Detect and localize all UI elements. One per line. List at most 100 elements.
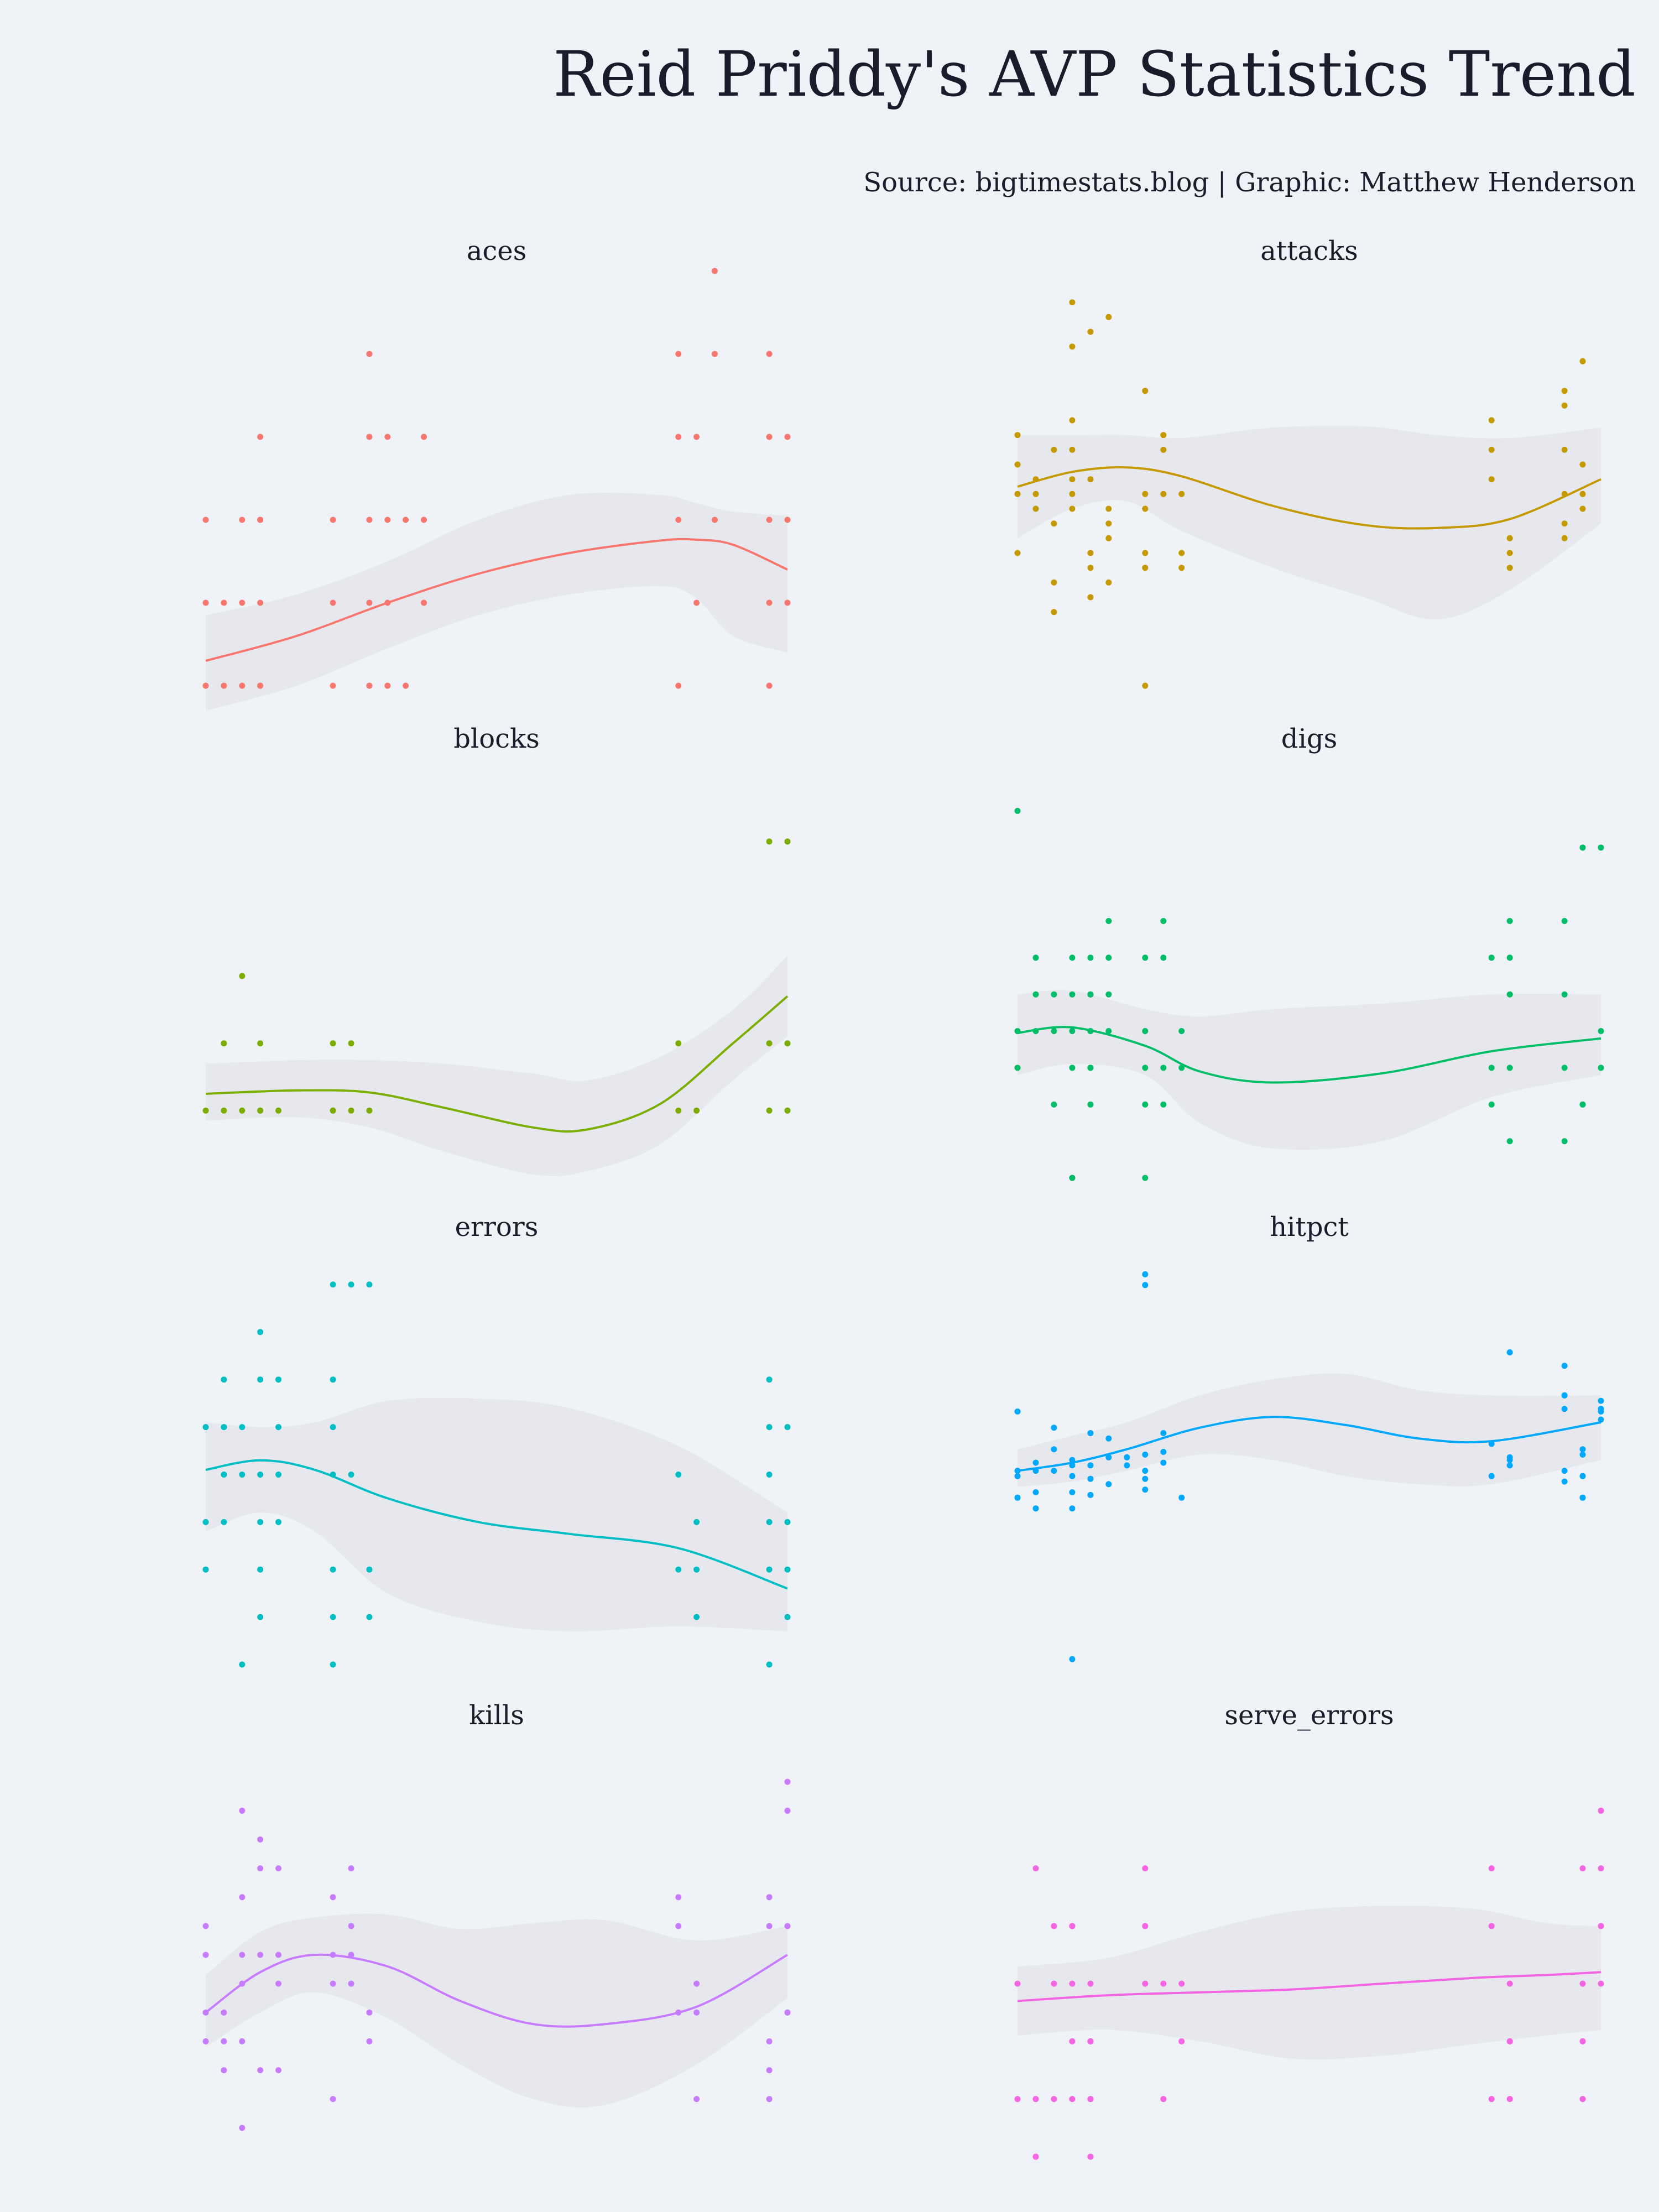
panel-aces: aces — [202, 236, 791, 711]
panel-errors: errors — [202, 1212, 791, 1668]
data-point — [1506, 954, 1513, 961]
data-point — [330, 682, 336, 689]
data-point — [1032, 991, 1039, 998]
panel-title: digs — [1281, 723, 1337, 754]
data-point — [1160, 1101, 1167, 1108]
data-point — [202, 1519, 209, 1525]
data-point — [675, 351, 682, 357]
data-point — [1032, 1865, 1039, 1872]
confidence-band — [1018, 1373, 1601, 1487]
data-point — [366, 351, 373, 357]
data-point — [1142, 1028, 1149, 1034]
data-point — [784, 2009, 791, 2016]
data-point — [1142, 682, 1149, 689]
data-point — [366, 599, 373, 606]
trend-line — [1017, 466, 1601, 530]
data-point — [1142, 954, 1149, 961]
data-point — [712, 351, 718, 357]
data-point — [1014, 432, 1021, 439]
data-point — [1142, 1271, 1149, 1277]
data-point — [239, 1894, 246, 1901]
data-point — [1069, 2038, 1076, 2044]
panel-title: blocks — [453, 723, 540, 754]
panel-title: serve_errors — [1224, 1700, 1394, 1731]
data-point — [1087, 550, 1094, 556]
data-point — [366, 1614, 373, 1620]
data-point — [712, 268, 718, 274]
trend-line — [205, 538, 788, 662]
data-point — [1561, 1478, 1568, 1485]
data-point — [1561, 1392, 1568, 1399]
data-point — [784, 1778, 791, 1785]
data-point — [1051, 991, 1057, 998]
data-point — [257, 1376, 264, 1383]
data-point — [1160, 1459, 1167, 1466]
data-point — [1142, 1065, 1149, 1071]
data-point — [1069, 1175, 1076, 1181]
data-point — [275, 1472, 281, 1478]
trend-line — [205, 1459, 788, 1590]
data-point — [257, 1566, 264, 1573]
data-point — [784, 599, 791, 606]
data-point — [330, 1040, 336, 1047]
data-point — [257, 1865, 264, 1872]
data-point — [784, 1807, 791, 1814]
data-point — [1488, 1865, 1495, 1872]
data-point — [1105, 1481, 1112, 1488]
panel-title: hitpct — [1270, 1212, 1348, 1243]
data-point — [1069, 343, 1076, 350]
data-point — [1032, 2096, 1039, 2103]
data-point — [257, 1107, 264, 1114]
data-point — [1087, 565, 1094, 571]
data-point — [221, 1519, 227, 1525]
data-point — [1579, 1865, 1586, 1872]
data-point — [1087, 991, 1094, 998]
data-point — [1506, 1349, 1513, 1355]
data-point — [1178, 550, 1185, 556]
data-point — [675, 1894, 682, 1901]
data-point — [257, 517, 264, 523]
data-point — [1051, 1028, 1057, 1034]
data-point — [1142, 550, 1149, 556]
data-point — [766, 517, 773, 523]
data-point — [675, 682, 682, 689]
data-point — [675, 1040, 682, 1047]
data-point — [1142, 1175, 1149, 1181]
confidence-band — [1018, 990, 1601, 1150]
data-point — [1087, 2096, 1094, 2103]
data-point — [1506, 918, 1513, 924]
data-point — [221, 682, 227, 689]
data-point — [1069, 1028, 1076, 1034]
data-point — [693, 2096, 700, 2103]
data-point — [1069, 2096, 1076, 2103]
panel-title: kills — [469, 1700, 524, 1731]
data-point — [766, 599, 773, 606]
data-point — [1488, 2096, 1495, 2103]
data-point — [1069, 1923, 1076, 1929]
data-point — [275, 1952, 281, 1958]
data-point — [257, 1040, 264, 1047]
data-point — [784, 434, 791, 440]
data-point — [1105, 954, 1112, 961]
data-point — [275, 1865, 281, 1872]
data-point — [1598, 1923, 1604, 1929]
data-point — [239, 1952, 246, 1958]
data-point — [202, 1952, 209, 1958]
data-point — [1579, 844, 1586, 851]
data-point — [366, 517, 373, 523]
data-point — [1506, 550, 1513, 556]
data-point — [366, 1281, 373, 1288]
data-point — [330, 1424, 336, 1431]
data-point — [784, 1566, 791, 1573]
data-point — [1105, 579, 1112, 586]
data-point — [1014, 461, 1021, 468]
data-point — [1124, 1454, 1130, 1460]
data-point — [1014, 550, 1021, 556]
data-point — [784, 1614, 791, 1620]
data-point — [239, 2038, 246, 2044]
data-point — [239, 1424, 246, 1431]
data-point — [1032, 2153, 1039, 2160]
data-point — [384, 434, 391, 440]
data-point — [1051, 1425, 1057, 1431]
data-point — [1598, 1397, 1604, 1404]
